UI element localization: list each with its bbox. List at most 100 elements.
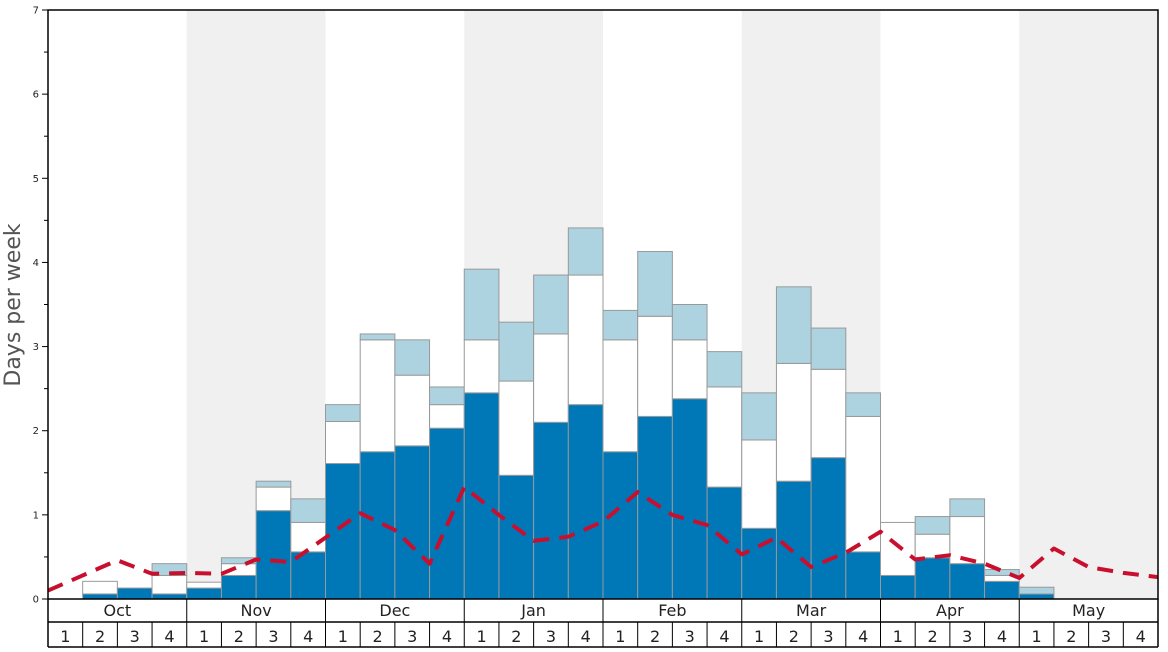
bar-bottom-segment — [810, 457, 847, 600]
week-label: 1 — [338, 627, 348, 646]
week-label: 1 — [60, 627, 70, 646]
bar-middle-segment — [706, 386, 743, 488]
bar-top-segment — [706, 351, 743, 388]
y-tick-label: 5 — [33, 174, 39, 185]
week-label: 1 — [1032, 627, 1042, 646]
bar-top-segment — [637, 250, 673, 317]
week-label: 3 — [823, 627, 833, 646]
week-label: 2 — [1066, 627, 1076, 646]
bar-middle-segment — [637, 315, 673, 417]
bar-bottom-segment — [82, 593, 118, 600]
week-label: 4 — [442, 627, 452, 646]
week-label: 2 — [927, 627, 937, 646]
month-label-oct: Oct — [104, 601, 132, 620]
average-line-layer — [47, 485, 1159, 593]
bar-top-segment — [533, 274, 569, 335]
month-label-apr: Apr — [936, 601, 964, 620]
bar-top-segment — [602, 309, 639, 341]
week-label: 2 — [372, 627, 382, 646]
y-tick-label: 2 — [33, 426, 39, 437]
y-tick-label: 4 — [33, 258, 39, 269]
bar-top-segment — [810, 327, 847, 370]
y-tick-label: 6 — [33, 90, 39, 101]
bar-top-segment — [845, 392, 881, 417]
y-tick-label: 0 — [33, 595, 39, 606]
week-label: 3 — [1101, 627, 1111, 646]
bar-middle-segment — [463, 339, 500, 394]
bar-bottom-segment — [220, 574, 257, 600]
bar-middle-segment — [151, 574, 188, 595]
bar-bottom-segment — [914, 557, 951, 600]
bar-top-segment — [290, 498, 326, 523]
bar-middle-segment — [741, 439, 777, 529]
bar-bottom-segment — [186, 587, 222, 600]
week-label: 1 — [477, 627, 487, 646]
week-label: 4 — [997, 627, 1007, 646]
bar-bottom-segment — [325, 463, 361, 600]
week-label: 3 — [685, 627, 695, 646]
bar-middle-segment — [359, 339, 396, 453]
y-tick-label: 7 — [33, 6, 39, 17]
y-tick-label: 1 — [33, 510, 39, 521]
bar-bottom-segment — [880, 574, 916, 600]
bar-top-segment — [359, 333, 396, 341]
weekly-bars — [82, 227, 1055, 600]
month-label-may: May — [1072, 601, 1105, 620]
bar-middle-segment — [82, 580, 118, 595]
month-band-may — [1019, 10, 1158, 599]
bar-bottom-segment — [706, 486, 743, 600]
bar-top-segment — [255, 480, 292, 488]
bar-middle-segment — [810, 368, 847, 459]
bar-top-segment — [498, 321, 535, 382]
bar-bottom-segment — [602, 451, 639, 600]
bar-top-segment — [775, 286, 812, 364]
week-label: 4 — [303, 627, 313, 646]
month-label-dec: Dec — [379, 601, 410, 620]
bar-bottom-segment — [845, 551, 881, 600]
week-label: 3 — [407, 627, 417, 646]
x-axis-table: Oct 1 2 3 4 Nov 1 2 3 4 Dec 1 2 3 4 Jan 1 2 3 4 Feb 1 2 3 4 Mar 1 2… — [47, 599, 1159, 648]
average-dashed-line — [47, 485, 1159, 593]
bar-bottom-segment — [498, 474, 535, 600]
week-label: 1 — [754, 627, 764, 646]
bar-middle-segment — [290, 521, 326, 553]
bar-top-segment — [741, 392, 777, 441]
week-label: 4 — [1136, 627, 1146, 646]
week-label: 2 — [650, 627, 660, 646]
bar-bottom-segment — [151, 593, 188, 600]
bar-middle-segment — [775, 362, 812, 482]
month-label-feb: Feb — [658, 601, 686, 620]
week-label: 2 — [789, 627, 799, 646]
y-tick-label: 3 — [33, 342, 39, 353]
bar-top-segment — [949, 498, 986, 518]
bar-top-segment — [1018, 586, 1055, 595]
bar-top-segment — [394, 339, 431, 376]
week-label: 4 — [164, 627, 174, 646]
bar-bottom-segment — [775, 480, 812, 600]
week-label: 3 — [962, 627, 972, 646]
week-label: 2 — [511, 627, 521, 646]
bar-middle-segment — [533, 333, 569, 423]
month-label-mar: Mar — [796, 601, 827, 620]
bar-middle-segment — [255, 486, 292, 512]
bar-bottom-segment — [637, 415, 673, 600]
bar-top-segment — [567, 227, 604, 276]
week-label: 3 — [546, 627, 556, 646]
week-label: 3 — [268, 627, 278, 646]
bar-top-segment — [429, 386, 465, 406]
week-label: 3 — [130, 627, 140, 646]
month-label-jan: Jan — [520, 601, 546, 620]
bar-bottom-segment — [429, 427, 465, 600]
bar-bottom-segment — [984, 580, 1020, 600]
bar-top-segment — [671, 304, 708, 341]
bar-top-segment — [914, 516, 951, 535]
bar-bottom-segment — [533, 421, 569, 600]
bar-bottom-segment — [394, 445, 431, 600]
bar-middle-segment — [186, 581, 222, 589]
bar-top-segment — [151, 563, 188, 576]
bar-top-segment — [325, 404, 361, 422]
bar-middle-segment — [671, 339, 708, 400]
bar-middle-segment — [498, 380, 535, 476]
